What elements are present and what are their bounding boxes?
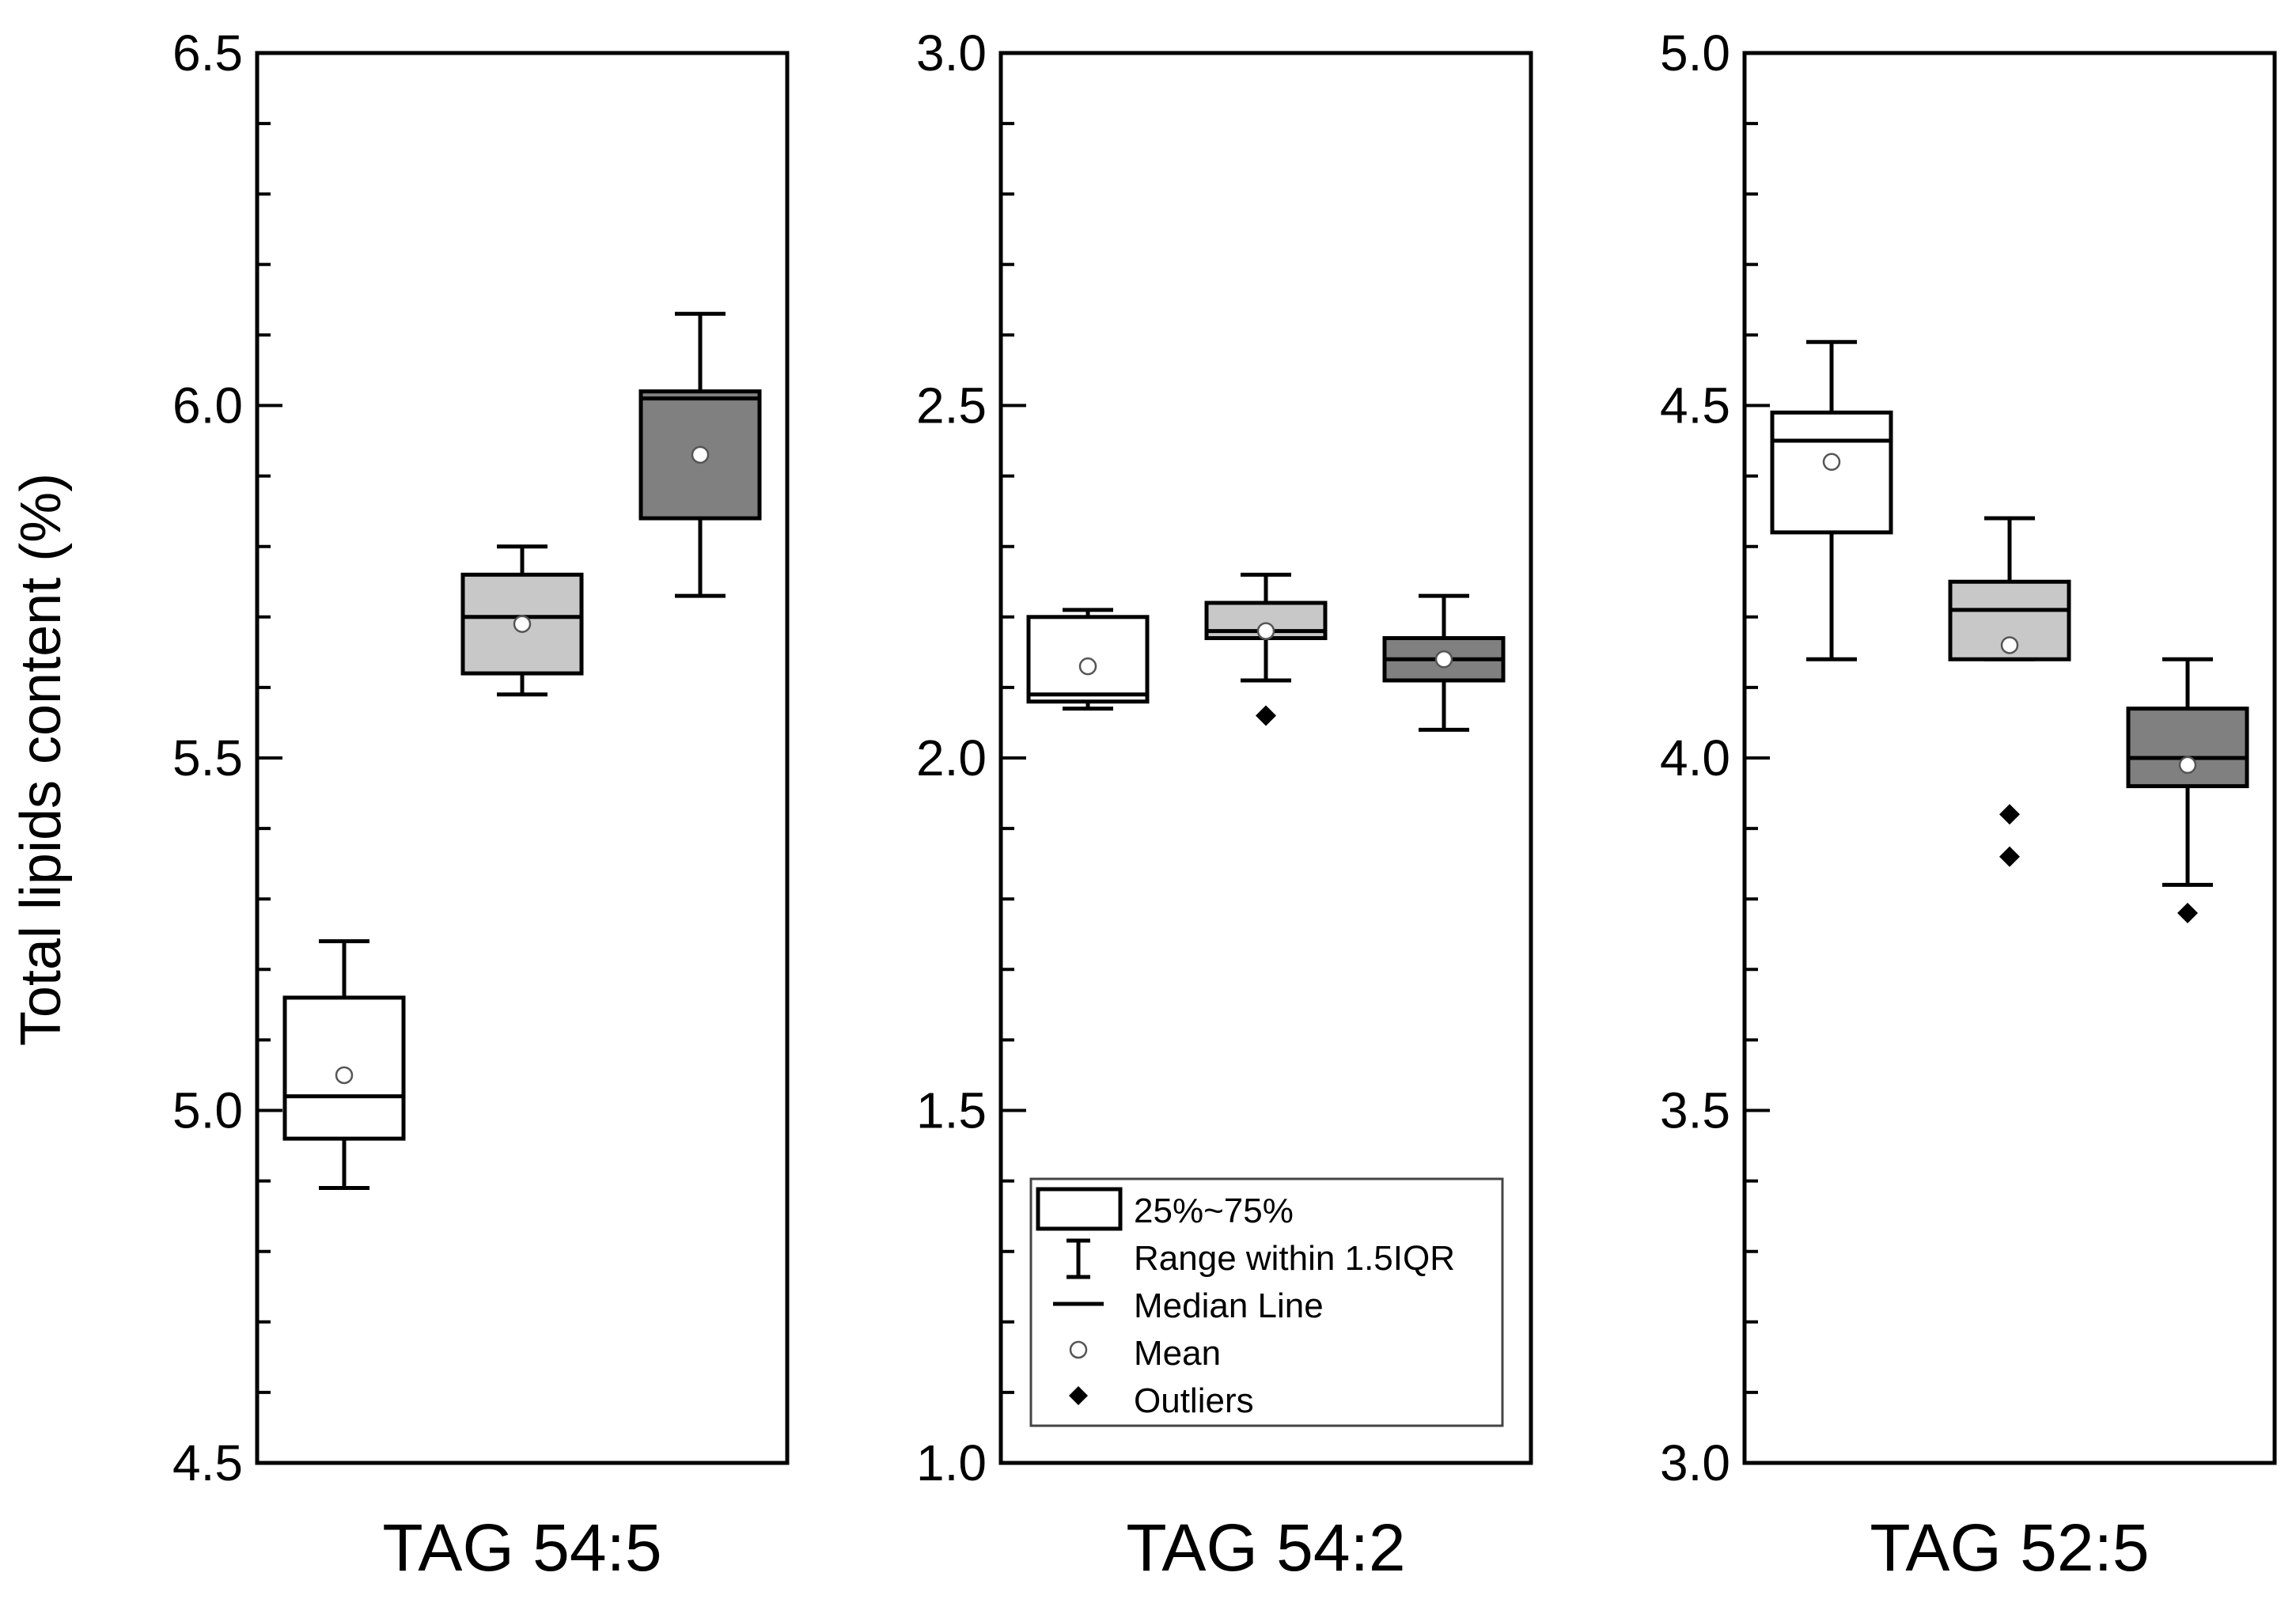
mean-marker (335, 1066, 354, 1085)
tick-label: 1.5 (916, 1082, 987, 1139)
box-2 (1948, 516, 2071, 867)
y-axis-label: Total lipids content (%) (9, 473, 73, 1046)
outlier-marker (2177, 903, 2198, 924)
mean-marker (1078, 657, 1097, 676)
tick-label: 6.5 (172, 25, 243, 81)
tick-label: 5.0 (172, 1082, 243, 1139)
legend-box-symbol (1036, 1187, 1123, 1231)
panel-title: TAG 52:5 (1870, 1510, 2149, 1585)
legend-label: 25%~75% (1134, 1192, 1294, 1230)
panel-frame (998, 51, 1533, 1465)
legend-item: 25%~75% (1036, 1187, 1294, 1231)
tick-label: 5.0 (1660, 25, 1730, 81)
legend-item: Range within 1.5IQR (1067, 1238, 1455, 1279)
mean-marker (513, 615, 532, 633)
panel-title: TAG 54:2 (1126, 1510, 1405, 1585)
tick-label: 2.0 (916, 729, 987, 786)
iqr-box (638, 389, 762, 521)
tick-label: 4.0 (1660, 729, 1730, 786)
box-1 (282, 939, 406, 1191)
panels: 4.5 5.0 5.5 6.0 6.5 TAG 54:5 1.0 1.5 2.0 2.5 3.0 TA… (172, 25, 2277, 1585)
tick-label: 1.0 (916, 1434, 987, 1491)
legend-label: Range within 1.5IQR (1134, 1239, 1455, 1278)
tick-label: 5.5 (172, 729, 243, 786)
mean-marker (1434, 650, 1453, 669)
legend-outlier-symbol (1069, 1386, 1088, 1405)
tick-label: 3.5 (1660, 1082, 1730, 1139)
tick-label: 4.5 (172, 1434, 243, 1491)
outlier-marker (1999, 846, 2020, 867)
box-3 (2126, 657, 2249, 924)
mean-marker (691, 445, 710, 464)
panel-title: TAG 54:5 (382, 1510, 661, 1585)
outlier-marker (1256, 705, 1276, 726)
legend-item: Outliers (1069, 1381, 1254, 1420)
box-1 (1026, 608, 1150, 711)
tick-label: 2.5 (916, 377, 987, 434)
mean-marker (2000, 636, 2019, 654)
legend-label: Mean (1134, 1334, 1221, 1373)
panel-2: 1.0 1.5 2.0 2.5 3.0 TAG 54:2 (916, 25, 1533, 1585)
box-2 (1204, 572, 1328, 726)
legend-item: Mean (1069, 1334, 1221, 1373)
iqr-box (2126, 707, 2249, 789)
legend-label: Outliers (1134, 1381, 1254, 1420)
mean-marker (1256, 622, 1275, 640)
outlier-marker (1999, 804, 2020, 825)
tick-label: 4.5 (1660, 377, 1730, 434)
tick-label: 6.0 (172, 377, 243, 434)
tick-label: 3.0 (916, 25, 987, 81)
iqr-box (1770, 410, 1893, 535)
panel-1: 4.5 5.0 5.5 6.0 6.5 TAG 54:5 (172, 25, 790, 1585)
box-1 (1770, 339, 1893, 661)
legend-mean-symbol (1069, 1340, 1088, 1359)
tick-label: 3.0 (1660, 1434, 1730, 1491)
box-3 (638, 312, 762, 598)
panel-frame (255, 51, 790, 1465)
legend-item: Median Line (1053, 1286, 1324, 1325)
legend-label: Median Line (1134, 1286, 1324, 1325)
mean-marker (1822, 453, 1841, 472)
mean-marker (2178, 756, 2197, 775)
box-3 (1382, 593, 1506, 732)
panel-frame (1742, 51, 2277, 1465)
panel-3: 3.0 3.5 4.0 4.5 5.0 TAG 52:5 (1660, 25, 2277, 1585)
legend: 25%~75% Range within 1.5IQR Median Line Mea… (1029, 1177, 1504, 1427)
box-2 (460, 544, 584, 697)
